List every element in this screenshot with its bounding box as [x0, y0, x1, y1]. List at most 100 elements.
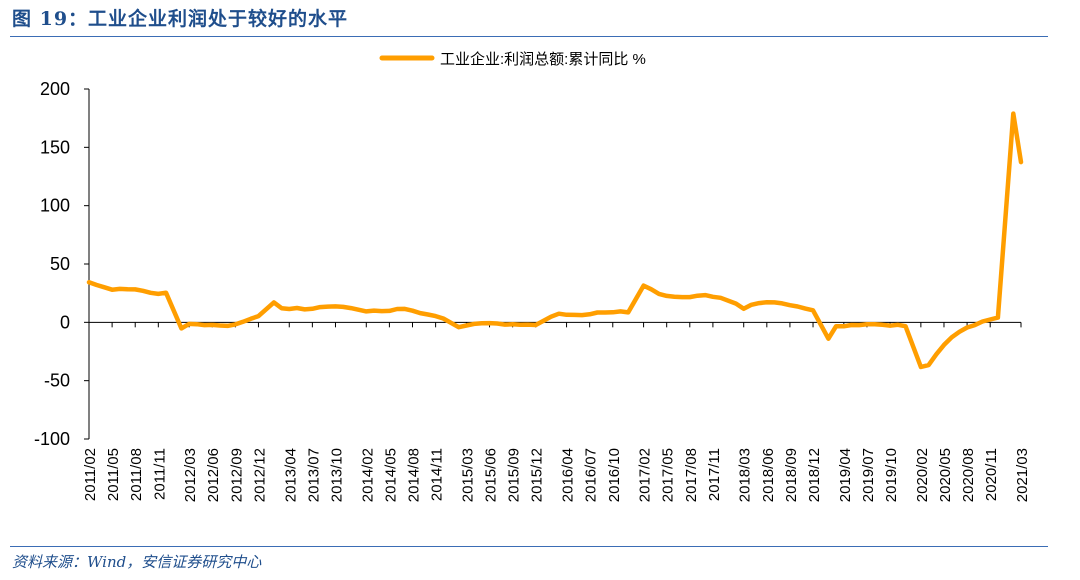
data-point: [110, 288, 114, 292]
data-point: [280, 306, 284, 310]
data-point: [834, 324, 838, 328]
data-point: [1019, 160, 1023, 164]
data-point: [464, 323, 468, 328]
data-point: [603, 310, 607, 315]
data-point: [133, 287, 137, 291]
data-point: [919, 365, 923, 369]
title-rule: [10, 36, 1048, 37]
x-tick-label: 2016/10: [606, 448, 623, 502]
x-tick-label: 2018/12: [806, 448, 823, 502]
data-point: [156, 292, 160, 296]
data-point: [595, 310, 600, 315]
y-axis: -100 -50 0 50 100 150 200: [34, 79, 90, 449]
data-point: [418, 311, 422, 315]
data-point: [572, 313, 576, 317]
x-tick-label: 2015/09: [506, 448, 523, 502]
x-tick-label: 2011/08: [128, 448, 145, 501]
data-point: [849, 323, 854, 327]
data-point: [657, 292, 661, 296]
legend-label: 工业企业:利润总额:累计同比 %: [440, 50, 646, 68]
data-point: [241, 320, 245, 324]
data-point: [95, 283, 99, 287]
data-point: [996, 316, 1000, 320]
data-point: [965, 325, 969, 330]
data-point: [796, 304, 800, 309]
x-tick-label: 2013/10: [328, 448, 345, 502]
data-point: [772, 300, 777, 304]
data-point: [226, 324, 230, 328]
data-point: [534, 323, 538, 327]
chart-legend: 工业企业:利润总额:累计同比 %: [379, 50, 646, 68]
data-point: [749, 303, 754, 307]
data-point: [472, 322, 476, 326]
data-point: [549, 315, 553, 319]
data-point: [395, 307, 399, 311]
data-point: [341, 305, 345, 309]
data-point: [149, 291, 153, 295]
x-tick-label: 2019/07: [860, 448, 877, 502]
data-point: [980, 319, 985, 324]
data-point: [487, 321, 492, 325]
data-point: [803, 307, 807, 311]
data-point: [187, 322, 191, 326]
data-point: [457, 325, 461, 329]
data-point: [788, 303, 792, 307]
data-point: [202, 323, 207, 327]
x-tick-label: 2012/09: [228, 448, 245, 502]
x-tick-label: 2015/06: [483, 448, 500, 502]
x-tick-label: 2020/11: [983, 448, 1000, 501]
x-tick-label: 2016/04: [560, 448, 577, 502]
x-tick-label: 2011/02: [82, 448, 99, 501]
x-tick-label: 2016/07: [583, 448, 600, 502]
x-tick-label: 2020/05: [937, 448, 954, 502]
x-tick-label: 2014/08: [406, 448, 423, 502]
data-point: [973, 323, 977, 327]
data-point: [988, 317, 992, 322]
data-point: [780, 301, 784, 305]
data-point: [272, 300, 276, 304]
data-point: [164, 291, 168, 295]
y-tick-label: 200: [40, 79, 70, 99]
data-point: [703, 293, 707, 297]
data-point: [927, 363, 931, 367]
data-point: [380, 309, 384, 313]
data-point: [287, 307, 291, 311]
line-chart: 工业企业:利润总额:累计同比 % -100 -50 0 50 100 150 200 201…: [34, 50, 1031, 502]
y-tick-label: -100: [34, 429, 70, 449]
data-point: [757, 301, 761, 305]
data-point: [611, 310, 615, 314]
data-point: [118, 287, 122, 291]
data-point: [873, 322, 877, 326]
data-point: [349, 306, 353, 310]
data-point: [734, 302, 738, 306]
x-tick-label: 2018/03: [737, 448, 754, 502]
y-tick-label: 0: [60, 312, 70, 332]
data-point: [642, 284, 646, 288]
x-tick-label: 2014/11: [429, 448, 446, 501]
data-point: [672, 295, 677, 299]
data-point: [210, 323, 214, 327]
series-group: [86, 111, 1024, 370]
data-point: [618, 309, 623, 313]
x-tick-label: 2017/02: [637, 448, 654, 502]
data-point: [742, 307, 746, 311]
data-point: [665, 294, 669, 298]
data-point: [141, 289, 145, 293]
data-point: [888, 324, 892, 328]
x-tick-label: 2015/03: [459, 448, 476, 502]
data-point: [403, 307, 407, 311]
x-tick-label: 2013/04: [282, 448, 299, 502]
data-point: [588, 312, 592, 316]
x-axis: 2011/02 2011/05 2011/08 2011/11 2012/03 2012/…: [82, 321, 1031, 502]
x-tick-label: 2014/05: [382, 448, 399, 502]
x-tick-label: 2012/06: [205, 448, 222, 502]
data-point: [364, 309, 368, 313]
data-point: [318, 305, 322, 309]
data-point: [434, 314, 438, 318]
x-tick-label: 2011/05: [105, 448, 122, 501]
x-tick-label: 2021/03: [1014, 448, 1031, 502]
data-point: [310, 307, 314, 311]
figure-title: 图 19：工业企业利润处于较好的水平: [12, 8, 349, 30]
data-point: [518, 323, 522, 327]
data-point: [295, 306, 299, 310]
